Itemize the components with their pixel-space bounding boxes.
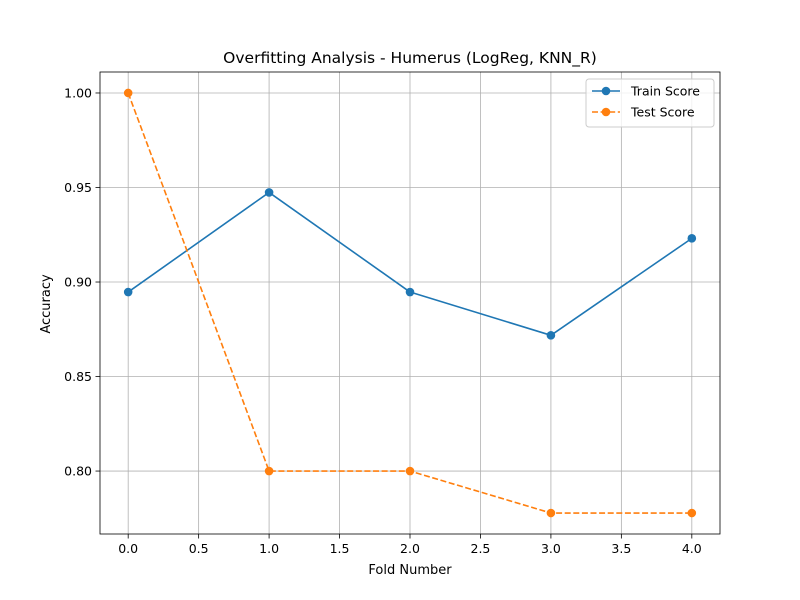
series-0-point-4 (687, 234, 697, 243)
y-tick-label-4: 1.00 (64, 85, 92, 100)
series-0-point-1 (264, 188, 274, 197)
x-tick-label-7: 3.5 (611, 541, 631, 556)
legend-marker-1 (601, 107, 611, 117)
series-1-point-2 (405, 466, 415, 476)
series-1-point-4 (687, 508, 697, 518)
series-1-point-1 (264, 466, 274, 476)
y-tick-label-0: 0.80 (64, 464, 92, 479)
x-tick-label-3: 1.5 (330, 541, 350, 556)
series-0-point-2 (405, 287, 415, 297)
x-tick-label-4: 2.0 (400, 541, 420, 556)
y-tick-label-1: 0.85 (64, 369, 92, 384)
series-0-point-0 (123, 287, 133, 297)
x-tick-label-1: 0.5 (189, 541, 209, 556)
y-axis-label: Accuracy (39, 274, 54, 334)
series-1-point-0 (123, 88, 133, 98)
legend-label-0: Train Score (630, 84, 700, 99)
legend-label-1: Test Score (630, 105, 695, 120)
plot-area: 0.0 0.5 1.0 1.5 2.0 2.5 3.0 3.5 4.0 0.80 0.85 0.90 0… (64, 71, 721, 556)
series-0-point-3 (546, 331, 556, 340)
x-tick-label-0: 0.0 (118, 541, 138, 556)
chart-title: Overfitting Analysis - Humerus (LogReg, … (223, 49, 597, 68)
legend: Train Score Test Score (585, 78, 715, 128)
y-tick-label-3: 0.95 (64, 180, 92, 195)
axes-frame (99, 71, 721, 535)
legend-marker-0 (601, 86, 611, 96)
y-tick-label-2: 0.90 (64, 275, 92, 290)
x-axis-label: Fold Number (368, 563, 452, 578)
x-tick-label-2: 1.0 (259, 541, 279, 556)
x-tick-label-8: 4.0 (682, 541, 702, 556)
x-tick-label-6: 3.0 (541, 541, 561, 556)
x-tick-label-5: 2.5 (471, 541, 491, 556)
series-1-point-3 (546, 508, 556, 518)
